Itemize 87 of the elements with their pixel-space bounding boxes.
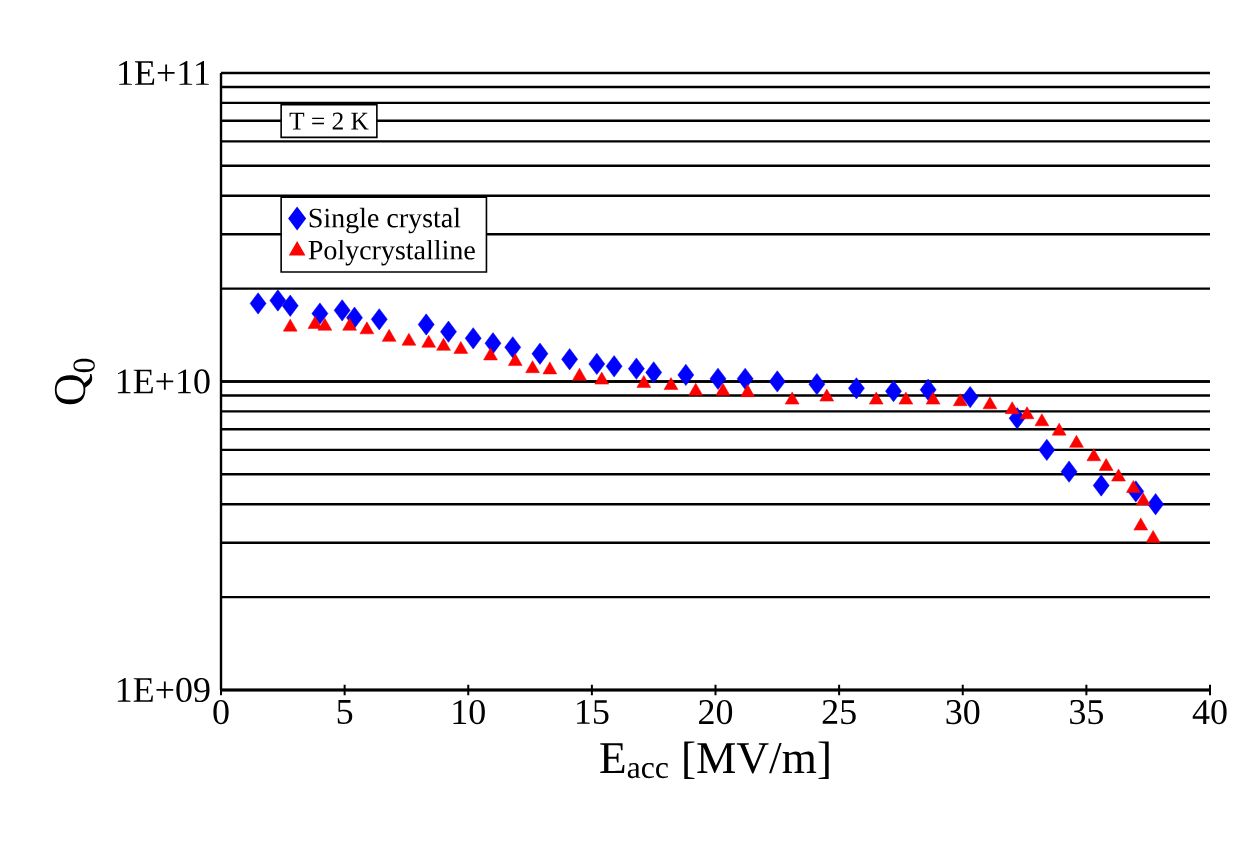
point: [1069, 435, 1084, 448]
point: [317, 317, 333, 331]
point: [636, 375, 651, 388]
point: [1126, 480, 1141, 493]
legend-title: T = 2 K: [289, 112, 369, 130]
point: [925, 391, 941, 405]
point: [1133, 517, 1148, 531]
point: [1034, 413, 1050, 427]
point: [249, 292, 267, 315]
x-axis-title: E$_{acc}$ [MV/m]: [600, 741, 829, 779]
point: [421, 334, 436, 348]
point: [1147, 493, 1164, 516]
point: [1019, 406, 1035, 420]
point: [715, 382, 731, 396]
point: [370, 308, 388, 331]
point: [709, 367, 727, 390]
point: [464, 327, 482, 350]
point: [283, 318, 298, 332]
x-tick-label: 10: [453, 699, 485, 725]
point: [531, 342, 549, 365]
point: [1051, 422, 1067, 436]
point: [769, 370, 786, 393]
legend-label: Polycrystalline: [308, 239, 475, 266]
point: [594, 371, 609, 385]
point: [453, 341, 469, 354]
legend-label: Single crystal: [309, 207, 461, 234]
point: [483, 347, 498, 361]
point: [342, 317, 357, 331]
point: [1005, 401, 1020, 414]
point: [269, 289, 287, 312]
point: [982, 396, 998, 410]
x-tick-label: 20: [699, 699, 733, 725]
point: [333, 299, 351, 322]
x-tick-label: 0: [213, 699, 229, 725]
point: [961, 386, 979, 409]
point: [1060, 460, 1078, 483]
point: [525, 360, 540, 373]
point: [663, 377, 679, 390]
point: [1086, 448, 1101, 462]
point: [605, 355, 623, 378]
point: [417, 313, 435, 336]
point: [645, 361, 662, 384]
point: [1111, 468, 1126, 482]
point: [281, 294, 299, 317]
point: [484, 332, 502, 355]
point: [307, 316, 323, 329]
point: [898, 391, 914, 405]
point: [440, 320, 457, 343]
point: [736, 367, 754, 390]
point: [311, 302, 329, 325]
point: [1098, 458, 1114, 471]
y-tick-label: 1E+11: [119, 61, 209, 85]
point: [1136, 492, 1151, 506]
point: [677, 363, 695, 386]
point: [885, 380, 902, 403]
point: [848, 377, 865, 400]
point: [508, 353, 523, 366]
y-tick-label: 1E+09: [117, 677, 210, 703]
x-tick-label: 40: [1192, 699, 1227, 725]
point: [401, 332, 417, 346]
point: [436, 338, 451, 351]
point: [919, 378, 937, 401]
x-tick-label: 15: [577, 699, 609, 725]
point: [588, 352, 606, 375]
point: [688, 382, 703, 396]
point: [1038, 438, 1056, 461]
point: [869, 391, 884, 405]
point: [504, 336, 522, 359]
point: [359, 321, 375, 335]
point: [784, 391, 800, 405]
point: [1145, 530, 1161, 543]
point: [953, 393, 968, 406]
point: [561, 348, 578, 371]
x-tick-label: 5: [337, 699, 353, 724]
x-tick-label: 35: [1070, 699, 1103, 725]
point: [740, 384, 755, 397]
point: [572, 367, 587, 381]
point: [1092, 474, 1110, 497]
point: [381, 329, 397, 342]
point: [628, 357, 645, 380]
y-tick-label: 1E+10: [117, 369, 210, 394]
x-tick-label: 25: [822, 699, 856, 725]
point: [808, 373, 826, 396]
point: [819, 388, 834, 402]
point: [542, 361, 558, 375]
y-axis-title: Q$_{0}$: [54, 358, 95, 405]
x-tick-label: 30: [946, 699, 980, 725]
